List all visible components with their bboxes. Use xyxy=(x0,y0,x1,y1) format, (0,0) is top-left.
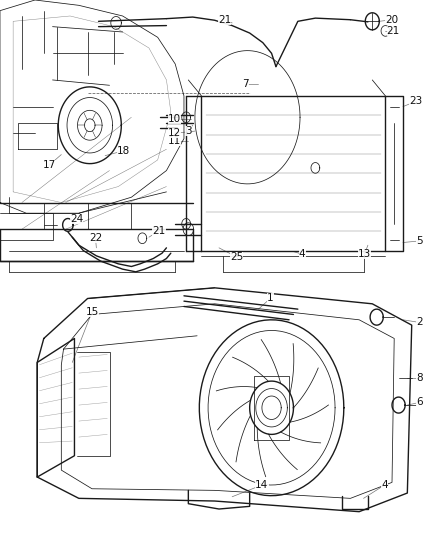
Text: 12: 12 xyxy=(168,128,181,138)
Text: 2: 2 xyxy=(416,318,423,327)
Text: 10: 10 xyxy=(168,114,181,124)
Text: 1: 1 xyxy=(267,294,274,303)
Text: 13: 13 xyxy=(358,249,371,259)
Text: 8: 8 xyxy=(416,374,423,383)
Text: 17: 17 xyxy=(42,160,56,170)
Text: 4: 4 xyxy=(299,249,306,259)
Text: 21: 21 xyxy=(387,26,400,36)
Text: 25: 25 xyxy=(230,252,243,262)
Text: 11: 11 xyxy=(168,136,181,146)
Text: 6: 6 xyxy=(416,398,423,407)
Text: 4: 4 xyxy=(381,480,388,490)
Text: 15: 15 xyxy=(85,307,99,317)
Text: 24: 24 xyxy=(70,214,83,223)
Text: 5: 5 xyxy=(416,236,423,246)
Text: 18: 18 xyxy=(117,146,130,156)
Text: 20: 20 xyxy=(385,15,399,25)
Text: 14: 14 xyxy=(255,480,268,490)
Text: 23: 23 xyxy=(410,96,423,106)
Text: 3: 3 xyxy=(185,126,192,135)
Text: 21: 21 xyxy=(218,15,231,25)
Text: 21: 21 xyxy=(152,226,166,236)
Text: 7: 7 xyxy=(242,79,249,88)
Text: 22: 22 xyxy=(89,233,102,243)
